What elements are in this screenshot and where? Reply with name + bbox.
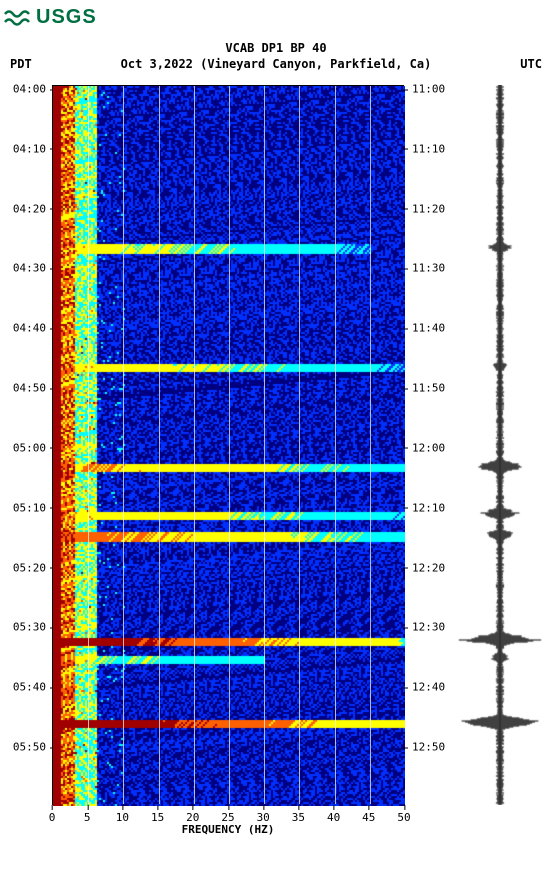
y-tick-label: 11:10 bbox=[408, 142, 450, 155]
chart-header: VCAB DP1 BP 40 PDT Oct 3,2022 (Vineyard … bbox=[0, 41, 552, 71]
y-tick-label: 05:20 bbox=[0, 561, 50, 574]
y-tick-label: 05:10 bbox=[0, 501, 50, 514]
chart-date-location: Oct 3,2022 (Vineyard Canyon, Parkfield, … bbox=[121, 57, 432, 71]
y-tick-label: 04:30 bbox=[0, 262, 50, 275]
y-tick-label: 11:20 bbox=[408, 202, 450, 215]
chart-area: 04:00 04:10 04:20 04:30 04:40 04:50 05:00 05:10… bbox=[0, 79, 552, 839]
chart-subtitle: PDT Oct 3,2022 (Vineyard Canyon, Parkfie… bbox=[0, 57, 552, 71]
y-tick-label: 04:20 bbox=[0, 202, 50, 215]
y-tick-label: 12:20 bbox=[408, 561, 450, 574]
usgs-logo: USGS bbox=[0, 0, 552, 35]
y-tick-label: 11:40 bbox=[408, 322, 450, 335]
right-timezone: UTC bbox=[520, 57, 542, 71]
y-tick-label: 05:40 bbox=[0, 681, 50, 694]
y-tick-label: 05:30 bbox=[0, 621, 50, 634]
seismogram bbox=[456, 85, 544, 805]
y-axis-right: 11:00 11:10 11:20 11:30 11:40 11:50 12:00 12:10… bbox=[408, 85, 450, 805]
y-tick-label: 04:40 bbox=[0, 322, 50, 335]
y-tick-label: 05:00 bbox=[0, 441, 50, 454]
y-tick-label: 04:00 bbox=[0, 83, 50, 96]
y-tick-label: 12:40 bbox=[408, 681, 450, 694]
y-tick-label: 12:30 bbox=[408, 621, 450, 634]
y-tick-label: 04:50 bbox=[0, 382, 50, 395]
y-tick-label: 11:50 bbox=[408, 382, 450, 395]
y-tick-label: 11:30 bbox=[408, 262, 450, 275]
y-axis-left: 04:00 04:10 04:20 04:30 04:40 04:50 05:00 05:10… bbox=[0, 85, 50, 805]
spectrogram bbox=[52, 85, 404, 805]
usgs-wave-icon bbox=[4, 7, 32, 29]
y-tick-label: 04:10 bbox=[0, 142, 50, 155]
left-timezone: PDT bbox=[10, 57, 32, 71]
y-tick-label: 05:50 bbox=[0, 741, 50, 754]
y-tick-label: 12:50 bbox=[408, 741, 450, 754]
y-tick-label: 11:00 bbox=[408, 83, 450, 96]
y-tick-label: 12:00 bbox=[408, 441, 450, 454]
usgs-logo-text: USGS bbox=[36, 6, 97, 29]
x-axis-label: FREQUENCY (HZ) bbox=[52, 823, 404, 836]
y-tick-label: 12:10 bbox=[408, 501, 450, 514]
chart-title: VCAB DP1 BP 40 bbox=[0, 41, 552, 55]
